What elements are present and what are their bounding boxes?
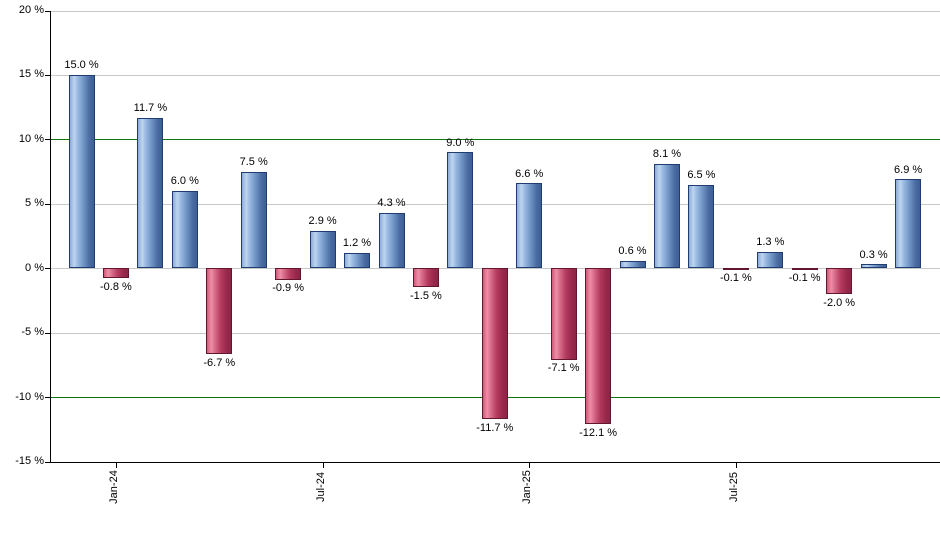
bar-value-label: 4.3 % [377,197,406,210]
x-tick-label: Jan-25 [521,469,534,504]
bar [206,268,233,355]
bar-value-label: 6.5 % [687,169,716,181]
bar-value-label: -12.1 % [579,426,618,439]
bar [481,268,508,419]
bar-value-label: 0.3 % [859,248,888,261]
bar [860,264,887,269]
bar [757,251,784,269]
bar [102,268,129,279]
bar-value-label: 6.0 % [170,175,199,188]
y-tick-label: 5 % [25,197,44,210]
y-tick-label: 20 % [18,4,44,16]
y-tick-mark [44,268,50,270]
y-tick-mark [44,203,50,205]
bar [447,152,474,269]
bar [722,268,749,271]
bar-value-label: 1.3 % [756,236,785,248]
bar-value-label: -6.7 % [203,357,236,369]
bar-value-label: 0.6 % [618,245,647,257]
bar-value-label: 1.2 % [342,237,372,250]
x-tick-mark [322,462,324,468]
bar [654,163,680,269]
bar [240,171,267,269]
y-tick-label: -5 % [21,326,44,339]
x-tick-label: Jan-24 [107,469,120,504]
bar [516,183,543,269]
y-tick-mark [44,74,50,76]
x-tick-mark [115,462,117,468]
bar-value-label: -0.8 % [99,281,132,293]
x-tick-mark [735,462,737,468]
bar-value-label: 9.0 % [446,136,475,149]
bar [688,184,715,269]
y-axis-line [49,10,51,462]
y-tick-mark [44,10,50,12]
bar-value-label: 7.5 % [239,156,268,169]
reference-line [49,139,940,141]
bar-value-label: 2.9 % [308,215,337,228]
bar-value-label: 8.1 % [652,148,682,161]
x-tick-label: Jul-25 [727,471,740,502]
y-tick-mark [44,332,50,334]
y-tick-label: 0 % [25,261,44,274]
gridline [49,74,940,76]
bar-value-label: -0.1 % [719,272,752,284]
x-tick-label: Jul-24 [314,471,327,502]
bar [68,74,95,269]
bar [137,117,164,269]
y-tick-mark [44,461,50,463]
bar [619,260,646,269]
bar [309,230,336,269]
bar [550,268,577,360]
y-tick-label: -10 % [15,390,44,403]
bar-value-label: 6.9 % [894,163,923,176]
bar-value-label: 11.7 % [133,102,168,114]
y-tick-label: -15 % [15,455,44,467]
bar [275,268,302,280]
bar [378,212,405,269]
bar-value-label: 6.6 % [515,167,544,180]
gridline [49,203,940,205]
y-tick-mark [44,139,50,141]
bar [791,268,818,271]
x-tick-mark [529,462,531,468]
bar [171,190,198,269]
bar-value-label: -7.1 % [547,362,580,375]
bar-value-label: 15.0 % [64,59,99,72]
bar-value-label: -1.5 % [409,290,442,302]
bar-value-label: -0.1 % [788,272,821,284]
bar [585,268,612,425]
bar-value-label: -2.0 % [823,296,856,309]
y-tick-mark [44,397,50,399]
y-tick-label: 15 % [18,68,44,81]
y-tick-label: 10 % [18,132,44,145]
x-axis-line [49,461,940,463]
bar [895,179,922,269]
bar [344,252,370,269]
bar [826,268,853,294]
gridline [49,10,940,12]
bar-value-label: -11.7 % [476,421,514,434]
bar [412,268,439,288]
bar-value-label: -0.9 % [272,282,304,295]
